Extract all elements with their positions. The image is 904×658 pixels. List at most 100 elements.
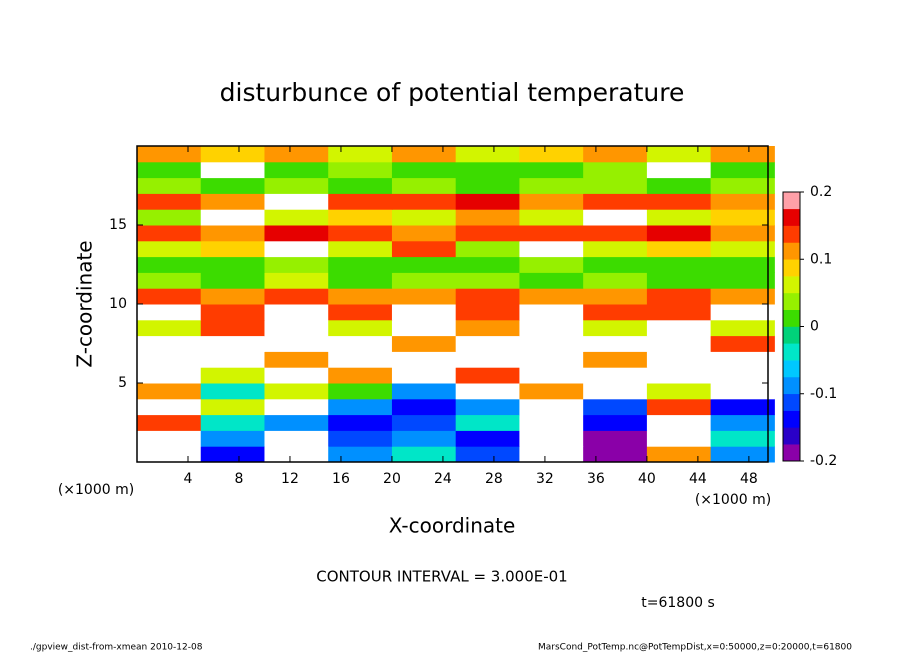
colorbar-swatch [783,276,800,294]
heat-cell [137,209,202,226]
x-tick-label: 4 [184,471,193,487]
heat-cell [710,288,775,305]
heat-cell [328,256,393,273]
heat-cell [264,367,329,384]
heat-cell [391,414,457,431]
heat-cell [710,430,775,447]
colorbar-swatch [783,410,800,428]
heat-cell [137,430,202,447]
x-tick-label: 28 [485,471,503,487]
heat-cell [583,367,648,384]
heat-cell [455,446,520,463]
heat-cell [328,367,393,384]
heat-cell [137,414,202,431]
heat-cell [200,414,265,431]
heat-cell [200,209,265,226]
heat-cell [646,193,712,210]
heat-cell [710,446,775,463]
colorbar-swatch [783,225,800,243]
heat-cell [710,193,775,210]
heat-cell [264,209,329,226]
x-tick-label: 32 [536,471,554,487]
heat-cell [264,288,329,305]
heat-cell [583,335,648,352]
heat-cell [200,225,265,242]
heat-cell [519,209,584,226]
heat-cell [137,398,202,416]
heat-cell [328,209,393,226]
heat-cell [391,146,457,163]
heat-cell [519,161,584,179]
heat-cell [328,240,393,258]
heat-cell [264,256,329,273]
heat-cell [710,177,775,194]
heat-cell [328,351,393,368]
heat-cell [646,335,712,352]
heat-cell [137,304,202,321]
heat-cell [455,383,520,400]
heat-cell [455,367,520,384]
heat-cell [137,367,202,384]
heat-cell [583,319,648,337]
colorbar-swatch [783,427,800,445]
heat-cell [391,225,457,242]
x-tick-label: 24 [434,471,452,487]
heat-cell [455,335,520,352]
heat-cell [455,225,520,242]
heat-cell [519,225,584,242]
heat-cell [137,288,202,305]
heat-cell [264,161,329,179]
colorbar-tick-label: 0 [810,319,819,335]
heat-cell [391,288,457,305]
heat-cell [646,414,712,431]
colorbar-swatch [783,444,800,462]
heat-cell [391,367,457,384]
colorbar-swatch [783,376,800,395]
heat-cell [328,177,393,194]
heat-cell [137,446,202,463]
heat-cell [646,398,712,416]
heat-cell [583,430,648,447]
heat-cell [583,146,648,163]
heat-cell [710,161,775,179]
x-tick-label: 16 [332,471,350,487]
heat-cell [646,351,712,368]
heat-cell [200,319,265,337]
time-label: t=61800 s [641,595,715,611]
y-tick-label: 10 [109,296,127,312]
heat-cell [200,351,265,368]
x-tick-label: 20 [383,471,401,487]
x-tick-label: 40 [638,471,656,487]
heat-cell [710,272,775,289]
x-axis-label: X-coordinate [389,514,516,538]
heat-cell [455,288,520,305]
heat-cell [328,304,393,321]
heat-cell [646,161,712,179]
heat-cell [328,446,393,463]
heat-cell [583,240,648,258]
heat-cell [583,288,648,305]
heat-cell [200,161,265,179]
heat-cell [264,351,329,368]
heat-cell [264,225,329,242]
heat-cell [328,146,393,163]
y-tick-label: 15 [109,217,127,233]
heat-cell [519,383,584,400]
colorbar-tick-label: 0.2 [810,184,832,200]
heat-cell [519,367,584,384]
colorbar-swatch [783,208,800,226]
heat-cell [455,398,520,416]
heat-cell [583,256,648,273]
chart-title: disturbunce of potential temperature [220,78,685,107]
colorbar-swatch [783,343,800,361]
heat-cell [391,240,457,258]
heat-cell [710,146,775,163]
heat-cell [646,240,712,258]
heat-cell [710,209,775,226]
heat-cell [646,304,712,321]
heat-cell [328,319,393,337]
x-tick-label: 48 [740,471,758,487]
heat-cell [200,177,265,194]
heat-cell [328,414,393,431]
heat-cell [583,209,648,226]
